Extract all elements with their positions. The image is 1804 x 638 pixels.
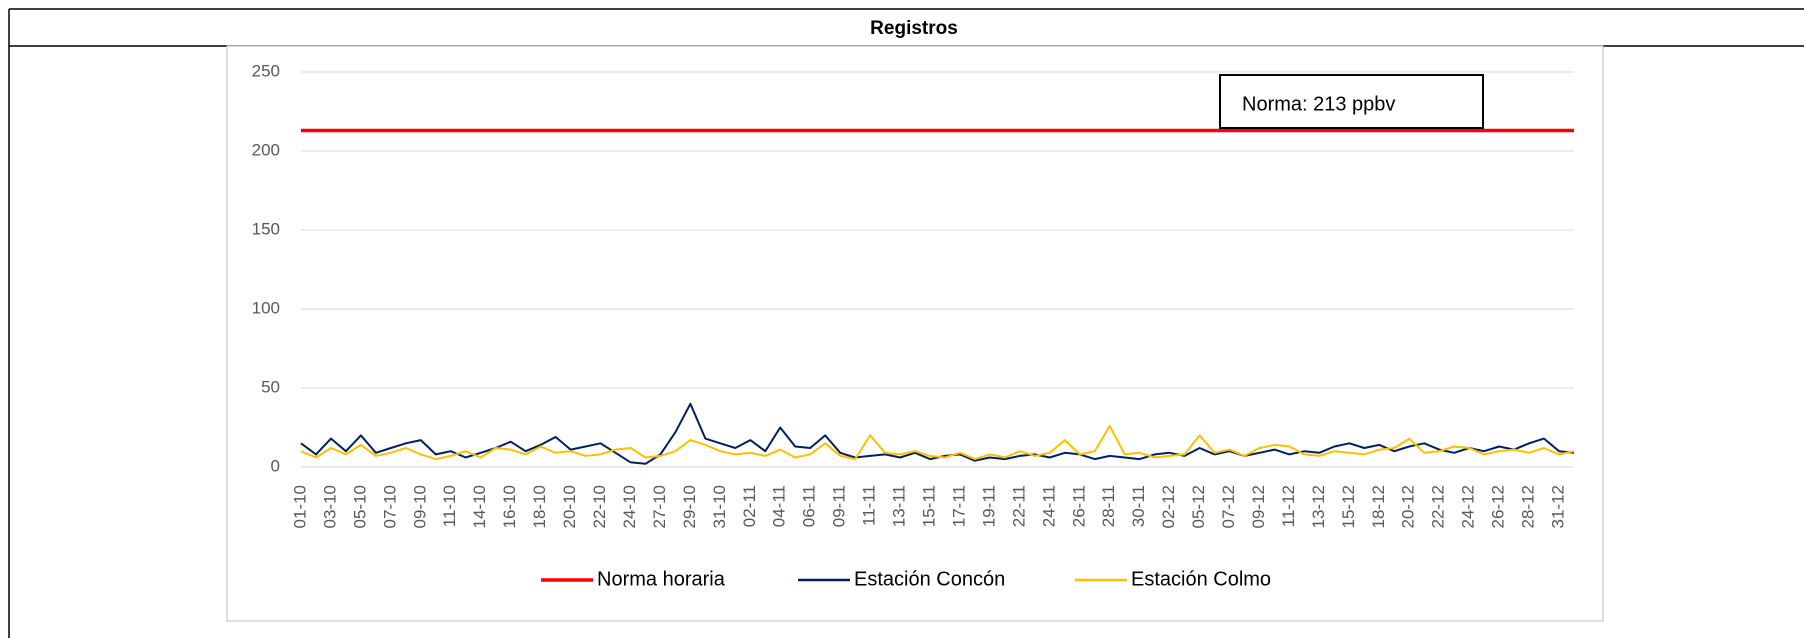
x-tick-label: 28-11 xyxy=(1099,485,1118,527)
x-tick-label: 15-11 xyxy=(919,485,938,527)
legend-label: Norma horaria xyxy=(597,568,726,590)
x-tick-label: 18-12 xyxy=(1369,485,1388,528)
chart-area xyxy=(226,45,1604,622)
plot: 0 50 100 150 200 250 01-10 03-10 05-10 07-10 09-10… xyxy=(252,61,1575,590)
x-tick-label: 30-11 xyxy=(1129,485,1148,527)
x-tick-label: 09-12 xyxy=(1249,485,1268,528)
x-tick-label: 11-11 xyxy=(860,485,879,526)
series-line xyxy=(300,424,1575,461)
y-tick-label: 250 xyxy=(252,61,280,80)
x-tick-label: 14-10 xyxy=(470,485,489,528)
x-tick-label: 02-12 xyxy=(1159,485,1178,528)
x-tick-label: 11-10 xyxy=(440,485,459,527)
x-tick-label: 01-10 xyxy=(290,485,309,528)
x-tick-label: 04-11 xyxy=(770,485,789,527)
header-title: Registros xyxy=(870,18,958,39)
x-tick-label: 16-10 xyxy=(500,485,519,528)
x-tick-label: 02-11 xyxy=(740,485,759,527)
x-tick-label: 13-11 xyxy=(890,485,909,527)
x-tick-label: 09-10 xyxy=(410,485,429,528)
x-tick-label: 17-11 xyxy=(949,485,968,527)
x-tick-label: 27-10 xyxy=(650,485,669,528)
legend-label: Estación Concón xyxy=(854,568,1005,590)
x-tick-label: 07-12 xyxy=(1219,485,1238,528)
x-tick-label: 22-12 xyxy=(1429,485,1448,528)
x-tick-label: 31-10 xyxy=(710,485,729,528)
x-tick-label: 09-11 xyxy=(830,485,849,527)
x-tick-label: 11-12 xyxy=(1279,485,1298,527)
legend-label: Estación Colmo xyxy=(1131,568,1271,590)
x-tick-label: 13-12 xyxy=(1309,485,1328,528)
x-tick-label: 20-12 xyxy=(1399,485,1418,528)
x-tick-label: 19-11 xyxy=(979,485,998,527)
x-tick-label: 20-10 xyxy=(560,485,579,528)
x-tick-label: 03-10 xyxy=(320,485,339,528)
x-tick-label: 26-11 xyxy=(1069,485,1088,527)
x-tick-label: 18-10 xyxy=(530,485,549,528)
y-tick-label: 50 xyxy=(261,377,280,396)
x-tick-label: 06-11 xyxy=(800,485,819,527)
x-tick-label: 29-10 xyxy=(680,485,699,528)
x-tick-label: 15-12 xyxy=(1339,485,1358,528)
x-tick-label: 05-12 xyxy=(1189,485,1208,528)
x-tick-label: 22-11 xyxy=(1009,485,1028,527)
y-tick-label: 150 xyxy=(252,219,280,238)
x-tick-label: 26-12 xyxy=(1489,485,1508,528)
annotation-box xyxy=(1219,74,1484,129)
y-tick-label: 0 xyxy=(271,456,280,475)
x-tick-label: 24-12 xyxy=(1459,485,1478,528)
x-tick-label: 24-10 xyxy=(620,485,639,528)
y-tick-label: 100 xyxy=(252,298,280,317)
x-tick-label: 05-10 xyxy=(350,485,369,528)
x-tick-label: 24-11 xyxy=(1039,485,1058,527)
x-tick-label: 28-12 xyxy=(1519,485,1538,528)
annotation: Norma: 213 ppbv xyxy=(1242,93,1395,115)
x-tick-label: 31-12 xyxy=(1549,485,1568,528)
y-tick-label: 200 xyxy=(252,140,280,159)
x-tick-label: 22-10 xyxy=(590,485,609,528)
x-tick-label: 07-10 xyxy=(380,485,399,528)
